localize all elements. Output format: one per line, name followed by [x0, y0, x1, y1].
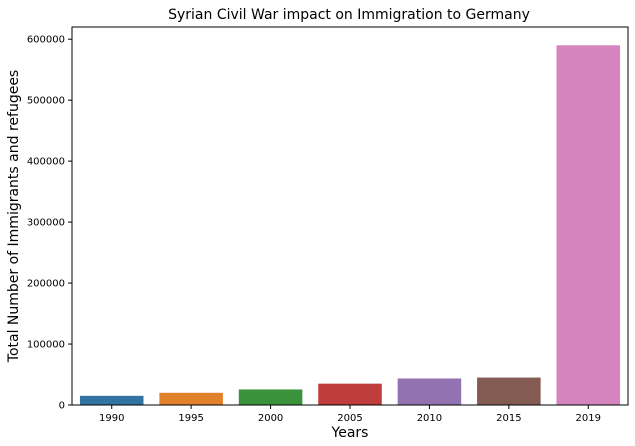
- bar-2005: [318, 383, 382, 405]
- x-axis-title: Years: [331, 425, 369, 441]
- y-axis: 0 100000 200000 300000 400000 500000 600000: [27, 35, 72, 412]
- y-tick-label: 300000: [27, 218, 65, 229]
- y-tick-label: 100000: [27, 340, 65, 351]
- bar-1995: [159, 392, 223, 405]
- bar-1990: [79, 395, 144, 405]
- y-tick-label: 0: [59, 401, 65, 412]
- chart-title: Syrian Civil War impact on Immigration t…: [168, 7, 530, 23]
- bar-2015: [477, 377, 541, 405]
- y-tick-label: 400000: [27, 157, 65, 168]
- bar-2010: [397, 378, 462, 405]
- x-axis: 1990 1995 2000 2005 2010 2015 2019: [99, 405, 601, 424]
- y-tick-label: 500000: [27, 96, 65, 107]
- x-tick-label: 2019: [576, 413, 601, 424]
- bar-2019: [556, 45, 621, 406]
- x-tick-label: 1990: [99, 413, 124, 424]
- y-tick-label: 600000: [27, 35, 65, 46]
- x-tick-label: 1995: [178, 413, 203, 424]
- x-tick-label: 2010: [417, 413, 442, 424]
- x-tick-label: 2000: [258, 413, 283, 424]
- plot-frame: [71, 26, 629, 406]
- x-tick-label: 2015: [496, 413, 521, 424]
- x-tick-label: 2005: [337, 413, 362, 424]
- y-tick-label: 200000: [27, 279, 65, 290]
- bars-group: [79, 45, 621, 406]
- bar-2000: [238, 389, 303, 405]
- y-axis-title: Total Number of Immigrants and refugees: [6, 70, 22, 363]
